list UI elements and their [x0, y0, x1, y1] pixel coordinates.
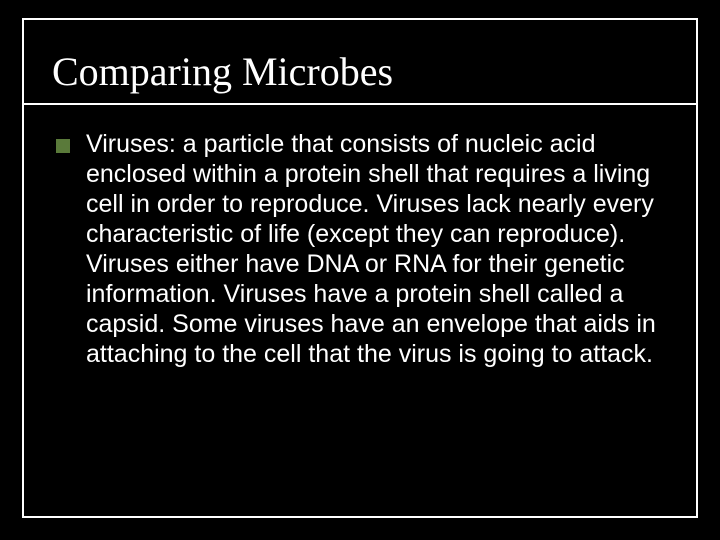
slide-body-text: Viruses: a particle that consists of nuc…: [86, 129, 668, 369]
slide-title: Comparing Microbes: [52, 48, 668, 95]
slide-frame: Comparing Microbes Viruses: a particle t…: [22, 18, 698, 518]
slide-container: Comparing Microbes Viruses: a particle t…: [0, 0, 720, 540]
title-underline: [24, 103, 696, 105]
square-bullet-icon: [56, 139, 70, 153]
bullet-item: Viruses: a particle that consists of nuc…: [52, 129, 668, 369]
